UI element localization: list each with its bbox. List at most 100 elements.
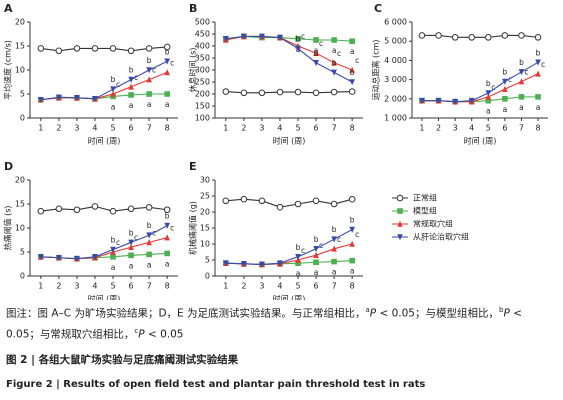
- y-tick-label: 500: [195, 18, 210, 27]
- significance-letter: b: [502, 68, 507, 77]
- marker: [313, 251, 319, 258]
- significance-letter: b: [296, 243, 301, 252]
- marker: [109, 207, 117, 215]
- significance-letter: a: [332, 268, 337, 277]
- marker: [452, 98, 458, 105]
- marker: [502, 85, 508, 92]
- marker: [295, 260, 301, 266]
- marker: [484, 34, 492, 41]
- significance-letter: c: [491, 83, 495, 92]
- x-tick-label: 3: [74, 282, 79, 291]
- x-tick-label: 5: [295, 282, 300, 291]
- x-tick-label: 8: [350, 124, 355, 133]
- marker: [74, 255, 80, 263]
- significance-letter: b: [332, 225, 337, 234]
- marker: [164, 234, 170, 241]
- significance-letter: b: [147, 56, 152, 65]
- x-tick-label: 3: [259, 124, 264, 133]
- note-text: < 0.05；与模型组相比，: [376, 307, 499, 320]
- note-text: 图注：图 A–C 为旷场实验结果；D，E 为足底测试实验结果。与正常组相比，: [6, 307, 366, 320]
- marker: [128, 252, 134, 259]
- significance-letter: b: [350, 68, 355, 77]
- x-tick-label: 6: [129, 282, 134, 291]
- significance-letter: c: [337, 235, 341, 244]
- marker: [435, 97, 442, 105]
- x-tick-label: 1: [38, 282, 43, 291]
- marker: [258, 197, 266, 205]
- marker: [240, 195, 248, 203]
- x-tick-label: 2: [56, 124, 61, 133]
- y-tick-label: 1 000: [384, 114, 407, 123]
- marker: [74, 95, 80, 102]
- marker: [397, 234, 403, 241]
- marker: [349, 79, 355, 86]
- significance-letter: b: [296, 34, 301, 43]
- marker: [56, 254, 62, 262]
- significance-letter: a: [503, 105, 508, 114]
- marker: [518, 69, 525, 76]
- marker: [330, 200, 338, 208]
- marker: [468, 97, 475, 105]
- marker: [313, 246, 319, 253]
- marker: [37, 207, 45, 215]
- x-axis-label: 时间 (周): [273, 136, 306, 146]
- marker: [92, 96, 98, 103]
- y-axis-label: 机械痛阈值 (g): [188, 201, 198, 255]
- marker: [145, 204, 153, 211]
- marker: [518, 94, 525, 100]
- significance-letter: a: [111, 102, 116, 111]
- x-tick-label: 2: [436, 124, 441, 133]
- x-axis-label: 时间 (周): [464, 136, 497, 146]
- significance-letter: c: [508, 75, 512, 84]
- figure-title-en: Figure 2 | Results of open field test an…: [6, 379, 426, 390]
- x-tick-label: 8: [536, 124, 541, 133]
- marker: [146, 91, 152, 97]
- marker: [535, 70, 541, 77]
- marker: [92, 254, 98, 261]
- marker: [258, 89, 266, 97]
- significance-letter: a: [165, 259, 170, 268]
- significance-letter: c: [319, 39, 323, 48]
- y-tick-label: 200: [195, 90, 210, 99]
- marker: [128, 243, 134, 250]
- marker: [56, 94, 62, 101]
- x-tick-label: 7: [332, 282, 337, 291]
- marker: [241, 261, 247, 268]
- marker: [331, 37, 337, 43]
- marker: [518, 78, 525, 85]
- x-tick-label: 7: [147, 124, 152, 133]
- note-text: P: [369, 307, 377, 320]
- x-tick-label: 7: [147, 282, 152, 291]
- note: 图注：图 A–C 为旷场实验结果；D，E 为足底测试实验结果。与正常组相比，aP…: [6, 302, 556, 343]
- significance-letter: c: [134, 233, 138, 242]
- significance-letter: a: [165, 100, 170, 109]
- marker: [277, 34, 283, 41]
- significance-letter: a: [332, 46, 337, 55]
- y-tick-label: 10: [15, 224, 25, 233]
- marker: [313, 49, 319, 56]
- marker: [38, 254, 44, 261]
- x-tick-label: 2: [56, 282, 61, 291]
- significance-letter: c: [152, 66, 156, 75]
- y-tick-label: 25: [200, 192, 210, 201]
- marker: [468, 34, 476, 41]
- panel-label: E: [189, 160, 197, 173]
- y-tick-label: 0: [20, 272, 25, 281]
- marker: [73, 206, 81, 214]
- marker: [127, 205, 135, 213]
- marker: [349, 257, 355, 264]
- marker: [128, 239, 134, 246]
- x-tick-label: 7: [332, 124, 337, 133]
- series-line: [40, 225, 168, 260]
- x-axis-label: 时间 (周): [88, 136, 121, 146]
- marker: [164, 250, 170, 257]
- significance-letter: a: [350, 47, 355, 56]
- y-tick-label: 20: [15, 18, 25, 27]
- legend-label: 从肝论治取穴组: [413, 232, 469, 242]
- marker: [349, 38, 355, 44]
- significance-letter: a: [314, 268, 319, 277]
- x-tick-label: 5: [486, 124, 491, 133]
- significance-letter: c: [170, 58, 174, 67]
- figure-title: 图 2 | 各组大鼠旷场实验与足底痛阈测试实验结果: [6, 354, 239, 366]
